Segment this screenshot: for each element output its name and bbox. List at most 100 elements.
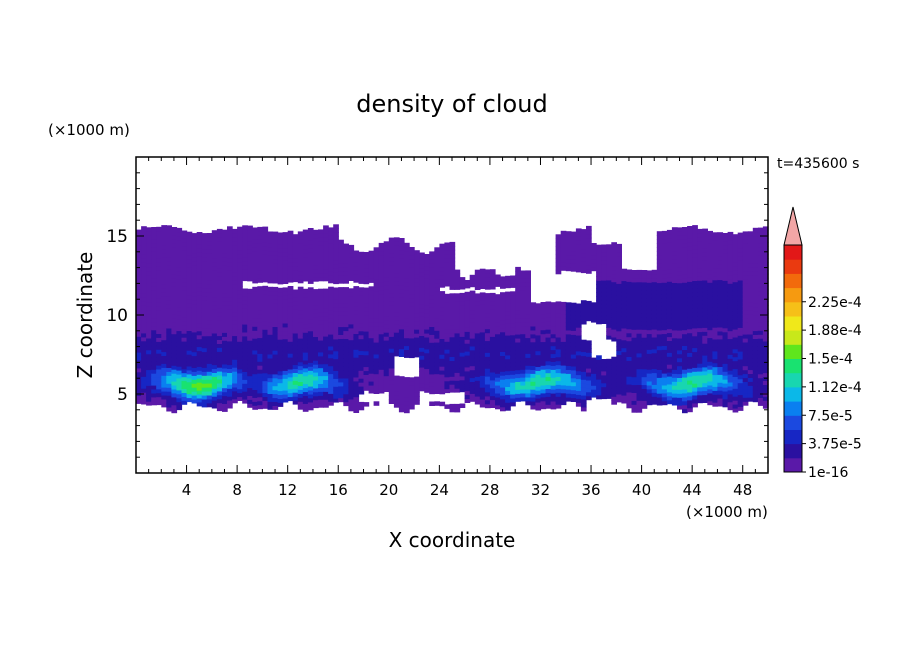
density-cell <box>742 231 749 236</box>
density-cell <box>206 268 213 273</box>
density-cell <box>368 302 375 307</box>
density-cell <box>687 293 693 298</box>
density-cell <box>732 388 739 393</box>
density-cell <box>530 310 537 315</box>
density-cell <box>580 402 587 408</box>
density-cell <box>353 286 360 291</box>
density-cell <box>489 344 496 349</box>
density-cell <box>267 235 274 240</box>
density-cell <box>307 346 314 351</box>
density-cell <box>434 373 440 379</box>
density-cell <box>742 270 749 276</box>
density-cell <box>171 357 178 362</box>
density-cell <box>515 266 521 272</box>
density-cell <box>596 272 602 277</box>
density-cell <box>383 276 390 282</box>
density-cell <box>166 284 172 289</box>
density-cell <box>267 239 274 244</box>
density-cell <box>565 361 572 366</box>
density-cell <box>136 356 142 361</box>
density-cell <box>560 349 567 354</box>
density-cell <box>206 244 213 250</box>
density-cell <box>302 391 309 396</box>
density-cell <box>707 270 713 275</box>
density-cell <box>671 306 678 311</box>
density-cell <box>237 242 243 247</box>
density-cell <box>666 308 673 314</box>
density-cell <box>186 358 193 363</box>
density-cell <box>211 234 218 239</box>
density-cell <box>156 258 162 263</box>
density-cell <box>484 269 491 274</box>
density-cell <box>747 345 754 351</box>
density-cell <box>474 305 481 310</box>
density-cell <box>702 382 708 388</box>
density-cell <box>747 353 754 359</box>
density-cell <box>510 390 516 395</box>
density-cell <box>358 346 365 352</box>
density-cell <box>596 244 602 250</box>
density-cell <box>252 247 258 252</box>
density-cell <box>262 392 269 397</box>
density-cell <box>424 368 430 374</box>
density-cell <box>272 318 279 323</box>
density-cell <box>333 319 339 324</box>
density-cell <box>338 385 344 391</box>
density-cell <box>651 325 658 330</box>
density-cell <box>419 264 425 269</box>
density-cell <box>424 285 430 291</box>
density-cell <box>474 336 481 342</box>
density-cell <box>459 277 466 282</box>
density-cell <box>232 383 238 388</box>
density-cell <box>459 320 466 325</box>
density-cell <box>409 377 415 382</box>
density-cell <box>661 298 668 303</box>
density-cell <box>136 336 142 341</box>
density-cell <box>444 313 451 319</box>
density-cell <box>398 392 405 397</box>
density-cell <box>575 327 582 332</box>
density-cell <box>393 276 400 282</box>
density-cell <box>146 258 152 264</box>
density-cell <box>540 361 547 366</box>
density-cell <box>555 242 562 247</box>
density-cell <box>732 372 739 377</box>
density-cell <box>176 366 183 371</box>
density-cell <box>318 387 324 392</box>
density-cell <box>621 268 628 274</box>
density-cell <box>580 312 587 317</box>
density-cell <box>237 341 243 346</box>
density-cell <box>186 389 193 395</box>
density-cell <box>596 363 602 368</box>
density-cell <box>378 353 385 358</box>
density-cell <box>439 291 446 296</box>
density-cell <box>307 382 314 387</box>
density-cell <box>222 312 228 318</box>
density-cell <box>515 274 521 280</box>
density-cell <box>247 359 253 365</box>
density-cell <box>191 367 198 372</box>
density-cell <box>378 325 385 331</box>
density-cell <box>272 231 279 237</box>
density-cell <box>464 347 471 352</box>
density-cell <box>656 306 663 311</box>
density-cell <box>616 279 622 284</box>
density-cell <box>282 307 289 312</box>
density-cell <box>409 397 415 402</box>
density-cell <box>439 326 446 332</box>
density-cell <box>535 406 542 411</box>
density-cell <box>292 242 299 247</box>
density-cell <box>550 377 557 382</box>
density-cell <box>186 231 193 237</box>
density-cell <box>383 348 390 353</box>
density-cell <box>156 293 162 299</box>
density-cell <box>227 305 233 310</box>
density-cell <box>363 370 370 375</box>
density-cell <box>641 345 648 350</box>
density-cell <box>459 304 466 310</box>
density-cell <box>757 357 764 363</box>
density-cell <box>555 265 562 271</box>
density-cell <box>222 292 228 298</box>
density-cell <box>393 308 400 313</box>
density-cell <box>201 320 208 325</box>
